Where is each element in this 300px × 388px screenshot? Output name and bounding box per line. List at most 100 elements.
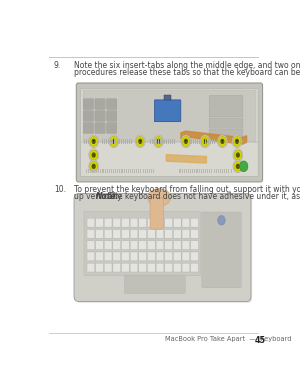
Bar bbox=[207, 169, 208, 173]
FancyBboxPatch shape bbox=[95, 99, 105, 109]
FancyBboxPatch shape bbox=[139, 218, 146, 227]
Ellipse shape bbox=[148, 189, 171, 206]
FancyBboxPatch shape bbox=[87, 218, 95, 227]
Circle shape bbox=[112, 139, 116, 144]
Bar bbox=[162, 139, 163, 144]
FancyBboxPatch shape bbox=[95, 123, 105, 133]
Bar bbox=[228, 169, 229, 173]
Bar bbox=[226, 169, 227, 173]
Circle shape bbox=[156, 139, 161, 144]
Bar bbox=[208, 139, 209, 144]
FancyBboxPatch shape bbox=[173, 218, 181, 227]
FancyBboxPatch shape bbox=[96, 218, 103, 227]
Circle shape bbox=[235, 139, 239, 144]
Bar bbox=[209, 169, 210, 173]
FancyBboxPatch shape bbox=[113, 241, 121, 249]
Circle shape bbox=[135, 135, 145, 148]
FancyBboxPatch shape bbox=[130, 263, 138, 272]
Bar bbox=[201, 139, 202, 144]
Bar bbox=[201, 169, 202, 173]
FancyBboxPatch shape bbox=[87, 263, 95, 272]
FancyBboxPatch shape bbox=[148, 241, 155, 249]
Bar bbox=[166, 139, 167, 144]
Circle shape bbox=[181, 135, 191, 148]
FancyBboxPatch shape bbox=[130, 252, 138, 261]
Circle shape bbox=[89, 149, 99, 161]
Bar bbox=[182, 169, 183, 173]
FancyBboxPatch shape bbox=[122, 230, 129, 238]
Circle shape bbox=[158, 140, 159, 142]
Circle shape bbox=[90, 161, 98, 171]
Bar bbox=[96, 169, 97, 173]
Bar bbox=[92, 169, 93, 173]
Bar bbox=[121, 169, 122, 173]
Circle shape bbox=[203, 139, 207, 144]
FancyBboxPatch shape bbox=[104, 230, 112, 238]
Bar bbox=[109, 169, 110, 173]
Bar bbox=[98, 169, 99, 173]
Bar bbox=[212, 139, 213, 144]
Bar bbox=[84, 139, 85, 144]
FancyBboxPatch shape bbox=[81, 89, 258, 176]
FancyBboxPatch shape bbox=[106, 111, 117, 121]
Bar bbox=[213, 169, 214, 173]
Bar bbox=[199, 169, 200, 173]
Text: To prevent the keyboard from falling out, support it with your hand, and raise t: To prevent the keyboard from falling out… bbox=[74, 185, 300, 194]
Bar bbox=[123, 139, 124, 144]
FancyBboxPatch shape bbox=[182, 252, 190, 261]
Bar bbox=[138, 169, 139, 173]
FancyBboxPatch shape bbox=[104, 263, 112, 272]
FancyBboxPatch shape bbox=[96, 230, 103, 238]
FancyBboxPatch shape bbox=[209, 118, 243, 128]
Bar bbox=[192, 169, 193, 173]
FancyBboxPatch shape bbox=[104, 241, 112, 249]
Text: Note:: Note: bbox=[96, 192, 120, 201]
Bar bbox=[153, 169, 154, 173]
Bar bbox=[104, 139, 105, 144]
FancyBboxPatch shape bbox=[148, 230, 155, 238]
FancyBboxPatch shape bbox=[148, 218, 155, 227]
FancyBboxPatch shape bbox=[76, 197, 252, 303]
Circle shape bbox=[218, 135, 227, 148]
FancyBboxPatch shape bbox=[96, 263, 103, 272]
Bar bbox=[125, 139, 126, 144]
Circle shape bbox=[110, 136, 118, 147]
Bar bbox=[147, 169, 148, 173]
FancyBboxPatch shape bbox=[173, 252, 181, 261]
FancyBboxPatch shape bbox=[113, 252, 121, 261]
Bar bbox=[152, 139, 153, 144]
FancyBboxPatch shape bbox=[106, 99, 117, 109]
FancyBboxPatch shape bbox=[83, 123, 94, 133]
Bar bbox=[94, 169, 95, 173]
Bar bbox=[131, 139, 132, 144]
Bar bbox=[203, 169, 204, 173]
FancyBboxPatch shape bbox=[122, 241, 129, 249]
Bar bbox=[126, 169, 127, 173]
Bar bbox=[122, 169, 123, 173]
FancyBboxPatch shape bbox=[191, 230, 198, 238]
Bar bbox=[113, 169, 114, 173]
Circle shape bbox=[236, 152, 240, 158]
Circle shape bbox=[236, 164, 240, 169]
FancyBboxPatch shape bbox=[156, 230, 164, 238]
Bar bbox=[181, 169, 182, 173]
FancyBboxPatch shape bbox=[148, 252, 155, 261]
FancyBboxPatch shape bbox=[113, 230, 121, 238]
Text: Note the six insert-tabs along the middle edge, and two on each side. The follow: Note the six insert-tabs along the middl… bbox=[74, 61, 300, 71]
FancyBboxPatch shape bbox=[130, 218, 138, 227]
Circle shape bbox=[109, 135, 119, 148]
Text: The keyboard does not have adhesive under it, as in previous models.: The keyboard does not have adhesive unde… bbox=[106, 192, 300, 201]
Circle shape bbox=[233, 160, 243, 173]
FancyBboxPatch shape bbox=[95, 111, 105, 121]
Bar bbox=[136, 169, 137, 173]
Circle shape bbox=[92, 139, 96, 144]
Circle shape bbox=[218, 215, 225, 225]
Bar bbox=[193, 139, 194, 144]
Bar bbox=[206, 139, 208, 144]
Bar bbox=[197, 139, 198, 144]
FancyBboxPatch shape bbox=[173, 263, 181, 272]
FancyBboxPatch shape bbox=[150, 198, 164, 229]
FancyBboxPatch shape bbox=[130, 241, 138, 249]
Bar bbox=[140, 169, 141, 173]
Circle shape bbox=[234, 161, 242, 171]
